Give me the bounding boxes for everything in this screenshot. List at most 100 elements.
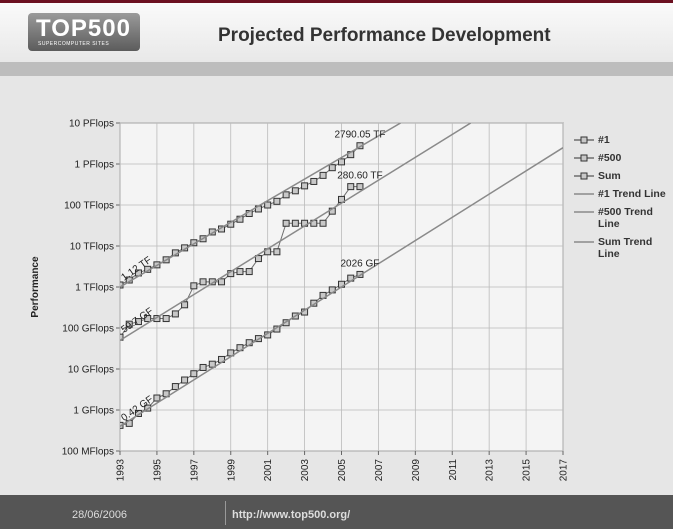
data-point — [218, 278, 226, 286]
x-tick-label: 2011 — [448, 459, 459, 481]
series-layer — [120, 123, 563, 429]
legend-label: #1 — [598, 134, 610, 146]
x-tick-label: 2007 — [374, 459, 385, 482]
data-point — [338, 158, 345, 166]
data-point — [208, 360, 216, 368]
header: TOP500 SUPERCOMPUTER SITES Projected Per… — [0, 0, 673, 62]
data-point — [273, 197, 281, 205]
data-point — [181, 376, 189, 384]
legend-swatch — [574, 172, 594, 180]
data-label: 2026 GF — [340, 258, 379, 269]
x-tick-label: 2017 — [559, 459, 570, 482]
y-tick-label: 1 GFlops — [73, 406, 114, 417]
y-tick-label: 100 MFlops — [62, 447, 114, 458]
data-point — [171, 310, 179, 318]
x-tick-label: 1999 — [226, 459, 237, 482]
x-tick-label: 2015 — [522, 459, 533, 482]
header-band — [0, 62, 673, 76]
legend-label: #1 Trend Line — [598, 188, 666, 200]
y-tick-label: 1 PFlops — [75, 160, 114, 171]
data-label: 280.60 TF — [337, 171, 382, 182]
legend-swatch — [574, 136, 594, 144]
data-point — [120, 333, 124, 341]
legend-item: Sum — [574, 170, 670, 182]
data-point — [162, 315, 170, 323]
logo: TOP500 SUPERCOMPUTER SITES — [28, 13, 140, 51]
x-tick-label: 1997 — [189, 459, 200, 482]
footer-url: http://www.top500.org/ — [232, 509, 351, 521]
data-point — [319, 171, 327, 179]
legend-swatch — [574, 211, 594, 213]
data-point — [153, 394, 161, 402]
y-tick-label: 1 TFlops — [75, 283, 114, 294]
legend-label: Sum — [598, 170, 621, 182]
footer-date: 28/06/2006 — [72, 509, 128, 521]
x-tick-label: 2001 — [263, 459, 274, 482]
data-point — [328, 164, 336, 172]
y-tick-label: 100 GFlops — [62, 324, 114, 335]
legend-item: #1 Trend Line — [574, 188, 670, 200]
legend: #1 #500 Sum #1 Trend Line #500 Trend Line Sum… — [574, 134, 670, 266]
data-label: 2790.05 TF — [334, 130, 385, 141]
legend-item: Sum Trend Line — [574, 236, 670, 260]
legend-item: #1 — [574, 134, 670, 146]
series-line — [120, 123, 401, 288]
legend-label: #500 Trend Line — [598, 206, 653, 230]
data-point — [254, 255, 262, 263]
data-point — [291, 187, 299, 195]
data-point — [347, 183, 355, 191]
data-point — [273, 248, 281, 256]
data-point — [144, 315, 152, 323]
legend-marker — [580, 154, 588, 162]
legend-label: #500 — [598, 152, 622, 164]
y-tick-label: 10 TFlops — [70, 242, 114, 253]
separator — [225, 501, 226, 525]
footer: 28/06/2006 http://www.top500.org/ — [0, 495, 673, 529]
data-point — [199, 278, 207, 286]
x-tick-label: 2009 — [411, 459, 422, 482]
data-point — [282, 219, 290, 227]
x-tick-label: 2013 — [485, 459, 496, 482]
y-tick-label: 10 PFlops — [69, 119, 114, 130]
logo-text: TOP500 — [36, 15, 131, 42]
data-point — [181, 301, 189, 309]
logo-subtext: SUPERCOMPUTER SITES — [38, 41, 110, 47]
data-point — [245, 268, 253, 276]
legend-swatch — [574, 241, 594, 243]
data-point — [356, 183, 364, 191]
data-point — [319, 219, 327, 227]
legend-item: #500 Trend Line — [574, 206, 670, 230]
data-point — [171, 383, 179, 391]
data-point — [190, 282, 198, 290]
series-line — [120, 147, 563, 427]
legend-swatch — [574, 193, 594, 195]
x-tick-label: 2003 — [300, 459, 311, 482]
data-point — [282, 319, 290, 327]
y-axis-label: Performance — [30, 256, 41, 318]
legend-label: Sum Trend Line — [598, 236, 653, 260]
x-tick-label: 2005 — [337, 459, 348, 482]
chart: Performance 100 MFlops 1 GFlops 10 GFlops 1… — [30, 119, 570, 482]
x-tick-label: 1993 — [116, 459, 127, 482]
data-point — [310, 177, 318, 185]
data-point — [236, 268, 244, 276]
legend-item: #500 — [574, 152, 670, 164]
data-point — [125, 320, 133, 328]
legend-swatch — [574, 154, 594, 162]
data-point — [199, 363, 207, 371]
data-point — [134, 318, 142, 326]
series-line — [120, 123, 472, 341]
y-tick-label: 100 TFlops — [64, 201, 114, 212]
data-point — [356, 270, 364, 278]
data-point — [291, 219, 299, 227]
data-point — [190, 370, 198, 378]
legend-marker — [580, 136, 588, 144]
x-tick-label: 1995 — [152, 459, 163, 482]
chart-title: Projected Performance Development — [218, 25, 551, 46]
data-point — [264, 201, 272, 209]
legend-marker — [580, 172, 588, 180]
data-point — [282, 191, 290, 199]
y-tick-label: 10 GFlops — [68, 365, 114, 376]
data-point — [301, 182, 309, 190]
